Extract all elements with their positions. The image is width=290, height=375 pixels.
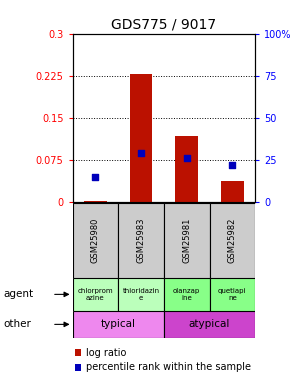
Text: GSM25983: GSM25983 bbox=[137, 217, 146, 263]
Text: atypical: atypical bbox=[189, 320, 230, 329]
Point bbox=[230, 162, 235, 168]
Bar bbox=[164, 278, 209, 311]
Bar bbox=[118, 278, 164, 311]
Text: GSM25982: GSM25982 bbox=[228, 217, 237, 262]
Text: log ratio: log ratio bbox=[86, 348, 127, 357]
Text: typical: typical bbox=[101, 320, 136, 329]
Bar bbox=[84, 201, 107, 202]
Text: olanzap
ine: olanzap ine bbox=[173, 288, 200, 301]
Text: percentile rank within the sample: percentile rank within the sample bbox=[86, 363, 251, 372]
Text: agent: agent bbox=[3, 290, 33, 299]
Bar bbox=[164, 202, 209, 278]
Bar bbox=[209, 202, 255, 278]
Bar bbox=[209, 278, 255, 311]
Text: GSM25980: GSM25980 bbox=[91, 217, 100, 262]
Title: GDS775 / 9017: GDS775 / 9017 bbox=[111, 17, 216, 31]
Bar bbox=[130, 74, 153, 202]
Bar bbox=[72, 311, 164, 338]
Point bbox=[184, 155, 189, 161]
Bar bbox=[221, 181, 244, 203]
Bar bbox=[118, 202, 164, 278]
Bar bbox=[164, 311, 255, 338]
Bar bbox=[72, 278, 118, 311]
Text: GSM25981: GSM25981 bbox=[182, 217, 191, 262]
Text: chlorprom
azine: chlorprom azine bbox=[77, 288, 113, 301]
Bar bbox=[175, 136, 198, 202]
Text: other: other bbox=[3, 320, 31, 329]
Text: quetiapi
ne: quetiapi ne bbox=[218, 288, 246, 301]
Point bbox=[93, 174, 98, 180]
Point bbox=[139, 150, 143, 156]
Text: thioridazin
e: thioridazin e bbox=[122, 288, 160, 301]
Bar bbox=[72, 202, 118, 278]
